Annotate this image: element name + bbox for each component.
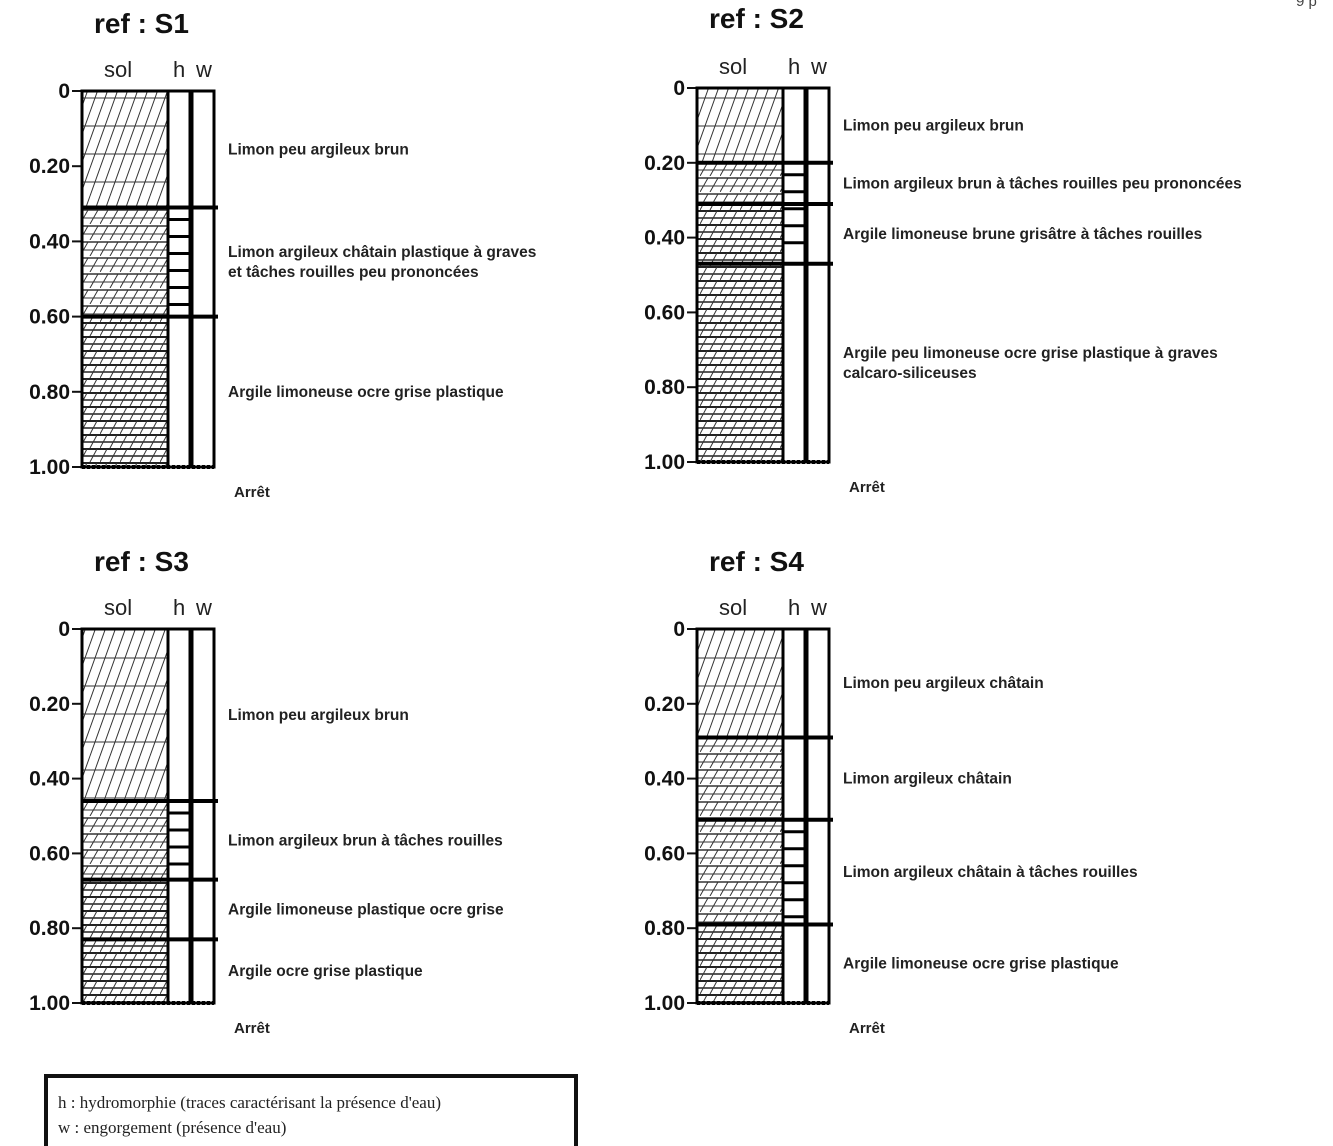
stop-label: Arrêt [849, 1020, 885, 1037]
profile-title: ref : S3 [94, 546, 189, 577]
depth-tick-label: 1.00 [29, 456, 70, 479]
soil-layer [697, 629, 783, 738]
soil-layer [697, 924, 783, 1003]
h-column [781, 627, 807, 1005]
w-column [190, 89, 216, 469]
layer-description: Argile limoneuse plastique ocre grise [228, 902, 504, 919]
column-label-sol: sol [104, 57, 132, 82]
column-label-w: w [195, 595, 212, 620]
soil-layer [697, 737, 783, 820]
layer-description: Argile ocre grise plastique [228, 963, 423, 980]
depth-tick-label: 0 [58, 80, 70, 103]
soil-layer [82, 207, 168, 317]
column-label-sol: sol [719, 54, 747, 79]
column-label-w: w [810, 54, 827, 79]
legend-box: h : hydromorphie (traces caractérisant l… [44, 1074, 578, 1146]
depth-tick-label: 0.20 [29, 155, 70, 178]
depth-tick-label: 0.60 [29, 842, 70, 865]
depth-tick-label: 0.20 [644, 693, 685, 716]
depth-tick-label: 0.40 [644, 227, 685, 250]
soil-layer [82, 939, 168, 1003]
w-column [190, 627, 216, 1005]
profile-title: ref : S4 [709, 546, 804, 577]
h-column [781, 86, 807, 464]
layer-description: Argile limoneuse ocre grise plastique [843, 956, 1119, 973]
profile-4: ref : S4 sol h w 0 0.20 0.40 0.60 0.80 1.00 Limon … [644, 546, 1137, 1037]
layer-description: Limon peu argileux brun [228, 141, 409, 158]
profile-2: ref : S2 sol h w 0 0.20 0.40 0.60 0.80 1.00 Limon … [644, 3, 1242, 496]
depth-tick-label: 0.80 [644, 376, 685, 399]
column-label-w: w [195, 57, 212, 82]
depth-tick-label: 1.00 [644, 992, 685, 1015]
stop-label: Arrêt [849, 479, 885, 496]
layer-description: Limon peu argileux châtain [843, 675, 1044, 692]
h-column [166, 89, 192, 469]
depth-tick-label: 0.80 [29, 917, 70, 940]
layer-description: Limon argileux brun à tâches rouilles [228, 832, 503, 849]
layer-description: Limon argileux châtain à tâches rouilles [843, 864, 1138, 881]
column-label-h: h [173, 57, 185, 82]
depth-tick-label: 0.20 [29, 693, 70, 716]
profile-1: ref : S1 sol h w 0 0.20 0.40 0.60 0.80 1.00 Limon … [29, 8, 536, 501]
depth-tick-label: 0.40 [29, 230, 70, 253]
depth-tick-label: 0 [58, 618, 70, 641]
soil-layer [697, 263, 783, 462]
page-number: 9 p [1296, 0, 1317, 10]
soil-layer [697, 203, 783, 264]
layer-description: calcaro-siliceuses [843, 365, 977, 382]
depth-tick-label: 1.00 [29, 992, 70, 1015]
soil-layer [82, 316, 168, 467]
soil-layer [697, 88, 783, 163]
layer-description: Argile limoneuse brune grisâtre à tâches… [843, 226, 1202, 243]
depth-tick-label: 0.60 [29, 306, 70, 329]
depth-tick-label: 0.40 [644, 768, 685, 791]
profile-title: ref : S2 [709, 3, 804, 34]
stop-label: Arrêt [234, 484, 270, 501]
layer-description: Limon peu argileux brun [843, 117, 1024, 134]
layer-description: Limon argileux châtain [843, 771, 1012, 788]
legend-h-text: h : hydromorphie (traces caractérisant l… [58, 1093, 441, 1112]
layer-description: Limon peu argileux brun [228, 707, 409, 724]
h-column [166, 627, 192, 1005]
column-label-h: h [788, 595, 800, 620]
layer-description: Argile limoneuse ocre grise plastique [228, 384, 504, 401]
layer-description: et tâches rouilles peu prononcées [228, 264, 479, 281]
depth-tick-label: 0.80 [29, 381, 70, 404]
column-label-w: w [810, 595, 827, 620]
depth-tick-label: 0.80 [644, 917, 685, 940]
profile-title: ref : S1 [94, 8, 189, 39]
depth-tick-label: 0.20 [644, 152, 685, 175]
layer-description: Argile peu limoneuse ocre grise plastiqu… [843, 345, 1218, 362]
soil-layer [82, 879, 168, 940]
depth-tick-label: 0 [673, 618, 685, 641]
profile-3: ref : S3 sol h w 0 0.20 0.40 0.60 0.80 1.00 Limon … [29, 546, 504, 1037]
depth-tick-label: 0.60 [644, 842, 685, 865]
column-label-h: h [173, 595, 185, 620]
depth-tick-label: 0 [673, 77, 685, 100]
legend-w-text: w : engorgement (présence d'eau) [58, 1118, 286, 1137]
w-column [805, 627, 831, 1005]
column-label-sol: sol [719, 595, 747, 620]
layer-description: Limon argileux brun à tâches rouilles pe… [843, 175, 1242, 192]
stop-label: Arrêt [234, 1020, 270, 1037]
w-column [805, 86, 831, 464]
depth-tick-label: 0.40 [29, 768, 70, 791]
soil-layer [82, 91, 168, 208]
soil-layer [697, 819, 783, 925]
depth-tick-label: 0.60 [644, 301, 685, 324]
column-label-h: h [788, 54, 800, 79]
column-label-sol: sol [104, 595, 132, 620]
soil-layer [82, 801, 168, 880]
depth-tick-label: 1.00 [644, 451, 685, 474]
layer-description: Limon argileux châtain plastique à grave… [228, 244, 536, 261]
soil-layer [82, 629, 168, 802]
soil-layer [697, 162, 783, 204]
